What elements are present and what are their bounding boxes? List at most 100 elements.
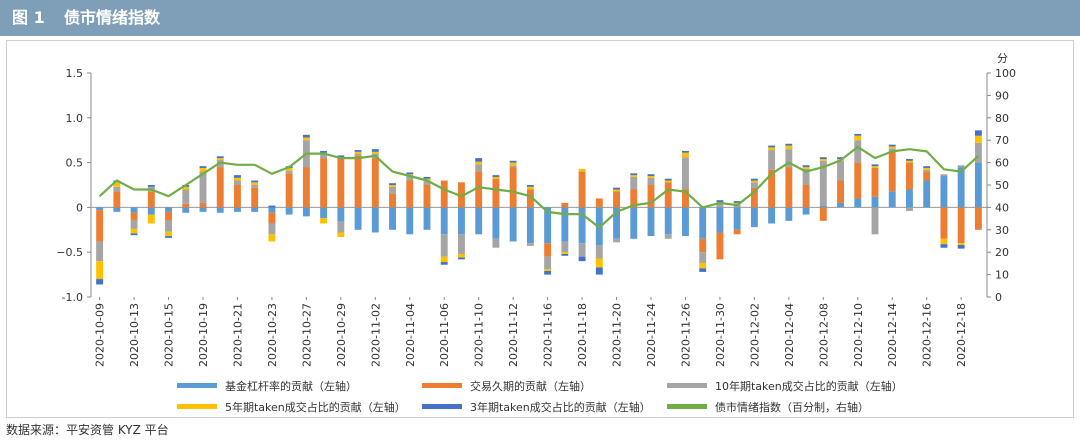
bar-segment-s2-45 — [871, 207, 879, 235]
bar-segment-s4-14 — [337, 155, 345, 159]
x-axis-tick-label: 2020-11-16 — [542, 303, 555, 367]
bar-segment-s4-34 — [682, 150, 689, 153]
left-axis-tick-label: 1.0 — [66, 112, 84, 125]
bar-segment-s4-27 — [561, 253, 569, 256]
bar-segment-s1-42 — [819, 207, 827, 221]
bar-segment-s3-48 — [923, 167, 931, 170]
bar-segment-s4-31 — [630, 173, 638, 176]
bar-segment-s4-49 — [940, 244, 948, 248]
bar-segment-s1-17 — [389, 193, 396, 208]
bar-segment-s4-45 — [871, 164, 879, 167]
bar-segment-s0-31 — [630, 207, 638, 239]
bar-segment-s2-25 — [526, 243, 534, 246]
bar-segment-s2-18 — [406, 176, 414, 181]
bar-segment-s1-38 — [750, 187, 758, 208]
bar-segment-s1-23 — [492, 178, 500, 208]
x-axis-tick-label: 2020-11-18 — [576, 303, 589, 367]
bar-segment-s1-8 — [234, 185, 241, 208]
bar-segment-s4-47 — [906, 159, 913, 161]
bar-segment-s4-36 — [716, 200, 724, 203]
bar-segment-s3-37 — [733, 202, 741, 205]
bar-segment-s2-14 — [337, 221, 345, 233]
bar-segment-s1-5 — [182, 203, 190, 208]
bar-segment-s2-50 — [957, 165, 965, 168]
bar-segment-s1-36 — [716, 232, 724, 260]
bar-segment-s0-44 — [854, 198, 862, 208]
bar-segment-s4-2 — [130, 233, 138, 236]
bar-segment-s2-30 — [613, 238, 620, 243]
legend-label-2: 10年期taken成交占比的贡献（左轴） — [715, 379, 903, 393]
x-axis-tick-label: 2020-10-19 — [197, 303, 210, 367]
bar-segment-s0-8 — [234, 207, 241, 212]
bar-segment-s0-25 — [526, 207, 534, 244]
bar-segment-s4-3 — [147, 185, 155, 187]
x-axis-tick-label: 2020-12-14 — [886, 303, 899, 367]
bar-segment-s3-11 — [285, 167, 293, 171]
bar-segment-s4-15 — [354, 150, 362, 152]
bar-segment-s2-23 — [492, 238, 500, 248]
bar-segment-s2-40 — [785, 149, 793, 168]
bar-segment-s2-47 — [906, 207, 913, 211]
bar-segment-s0-38 — [750, 207, 758, 228]
data-source-note: 数据来源：平安资管 KYZ 平台 — [6, 423, 169, 437]
bar-segment-s3-10 — [268, 234, 276, 242]
bar-segment-s1-9 — [251, 187, 259, 208]
x-axis-tick-label: 2020-10-15 — [163, 303, 176, 367]
bar-segment-s3-41 — [802, 167, 810, 169]
legend-swatch-3 — [177, 404, 217, 409]
bar-segment-s0-0 — [96, 207, 104, 211]
bar-segment-s0-40 — [785, 207, 793, 221]
bar-segment-s0-3 — [147, 207, 155, 215]
bar-segment-s3-26 — [544, 269, 552, 272]
bar-segment-s4-16 — [371, 149, 379, 152]
bar-segment-s0-15 — [354, 207, 362, 230]
legend-swatch-0 — [177, 383, 217, 388]
bar-segment-s4-39 — [768, 145, 776, 148]
bar-segment-s3-1 — [113, 182, 121, 187]
legend-label-3: 5年期taken成交占比的贡献（左轴） — [225, 400, 406, 414]
bar-segment-s4-51 — [974, 130, 982, 136]
bar-segment-s0-21 — [458, 207, 465, 235]
bar-segment-s1-32 — [647, 185, 655, 208]
bar-segment-s3-40 — [785, 145, 793, 150]
bar-segment-s1-25 — [526, 189, 534, 208]
bar-segment-s4-18 — [406, 172, 414, 175]
x-axis-tick-label: 2020-10-09 — [94, 303, 107, 367]
bar-segment-s1-47 — [906, 162, 913, 190]
bar-segment-s3-39 — [768, 147, 776, 151]
bar-segment-s0-48 — [923, 180, 931, 208]
bar-segment-s3-22 — [475, 161, 483, 165]
bar-segment-s2-5 — [182, 189, 190, 204]
bar-segment-s3-24 — [509, 162, 517, 166]
right-axis-unit-label: 分 — [997, 52, 1008, 65]
bar-segment-s0-5 — [182, 207, 190, 213]
bar-segment-s0-27 — [561, 207, 569, 242]
x-axis-tick-label: 2020-11-12 — [507, 303, 520, 367]
bar-segment-s3-7 — [216, 158, 224, 160]
bar-segment-s0-24 — [509, 207, 517, 242]
bar-segment-s2-24 — [509, 165, 517, 168]
bar-segment-s0-50 — [957, 167, 965, 208]
x-axis-tick-label: 2020-11-04 — [404, 303, 417, 367]
legend-label-5: 债市情绪指数（百分制，右轴） — [715, 400, 869, 414]
bar-segment-s2-35 — [699, 252, 707, 263]
bar-segment-s2-2 — [130, 219, 138, 229]
bar-segment-s3-51 — [974, 135, 982, 143]
bar-segment-s1-3 — [147, 191, 155, 208]
bar-segment-s3-6 — [199, 167, 207, 172]
left-axis-tick-label: −0.5 — [56, 246, 83, 259]
bar-segment-s0-16 — [371, 207, 379, 233]
right-axis-tick-label: 50 — [995, 179, 1009, 192]
figure-title-bar: 图 1 债市情绪指数 — [0, 0, 1080, 36]
bar-segment-s3-2 — [130, 228, 138, 234]
bar-segment-s3-34 — [682, 152, 689, 158]
legend-swatch-2 — [667, 383, 707, 388]
bar-segment-s1-30 — [613, 191, 620, 208]
bar-segment-s4-28 — [578, 256, 586, 262]
bar-segment-s2-38 — [750, 182, 758, 188]
bar-segment-s1-1 — [113, 191, 121, 208]
bar-segment-s4-48 — [923, 166, 931, 168]
bar-segment-s2-31 — [630, 176, 638, 190]
bar-segment-s1-6 — [199, 202, 207, 208]
bar-segment-s3-14 — [337, 232, 345, 237]
